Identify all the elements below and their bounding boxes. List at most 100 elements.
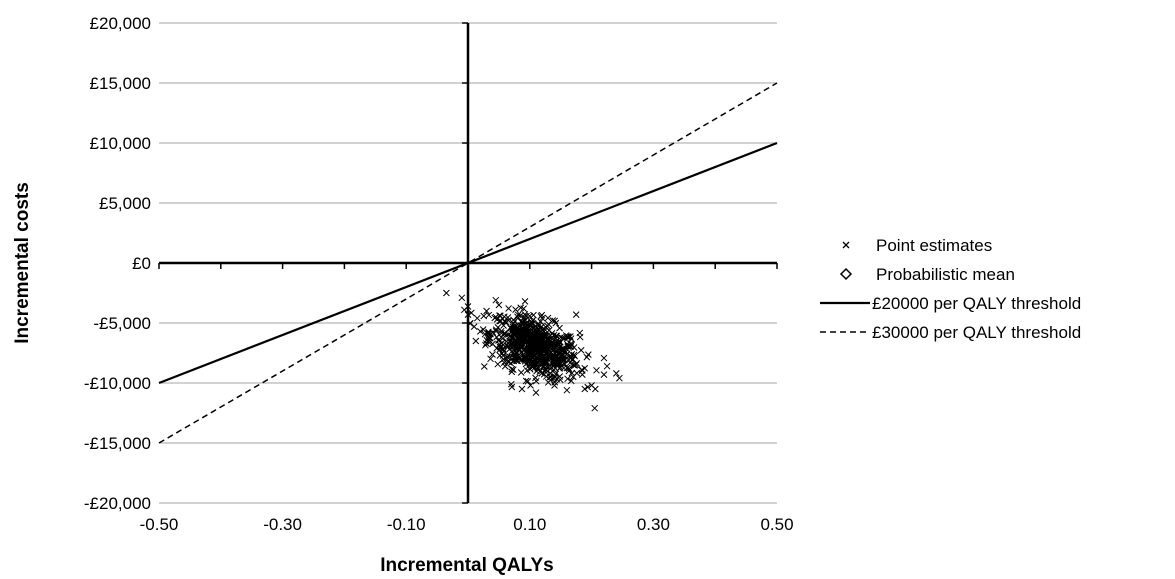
- point-estimate-marker: [566, 359, 574, 367]
- x-tick-label: -0.50: [140, 515, 179, 534]
- point-estimate-marker: [509, 366, 517, 374]
- point-estimate-marker: [576, 329, 584, 337]
- point-estimate-marker: [492, 296, 500, 304]
- point-estimate-marker: [527, 341, 535, 349]
- point-estimate-marker: [551, 382, 558, 389]
- point-estimate-marker: [540, 327, 548, 335]
- point-estimate-marker: [480, 363, 488, 370]
- point-estimate-marker: [512, 306, 519, 313]
- point-estimate-marker: [519, 340, 527, 347]
- legend-diamond-marker: [839, 267, 853, 281]
- point-estimate-marker: [498, 350, 506, 357]
- point-estimate-marker: [549, 356, 557, 364]
- point-estimate-marker: [552, 370, 560, 378]
- point-estimate-marker: [509, 327, 516, 335]
- point-estimate-marker: [483, 307, 490, 315]
- point-estimate-marker: [514, 313, 521, 321]
- x-tick-labels: -0.50 -0.30 -0.10 0.10 0.30 0.50: [140, 515, 794, 534]
- point-estimate-marker: [477, 328, 484, 335]
- point-estimate-marker: [496, 317, 503, 325]
- point-estimate-marker: [581, 385, 589, 393]
- point-estimate-marker: [521, 298, 529, 305]
- point-estimate-marker: [499, 335, 507, 342]
- point-estimate-marker: [600, 354, 608, 362]
- point-estimate-marker: [547, 373, 554, 381]
- point-estimate-marker: [556, 373, 564, 380]
- point-estimate-marker: [518, 385, 526, 393]
- point-estimate-marker: [591, 404, 599, 412]
- point-estimate-marker: [493, 344, 501, 352]
- point-estimate-marker: [501, 330, 509, 337]
- point-estimate-marker: [507, 380, 515, 388]
- point-estimate-marker: [520, 305, 527, 312]
- point-estimate-marker: [508, 365, 516, 373]
- point-estimate-marker: [489, 351, 496, 358]
- point-estimate-marker: [571, 352, 579, 360]
- point-estimate-marker: [568, 369, 576, 377]
- point-estimate-marker: [558, 334, 566, 342]
- point-estimate-marker: [565, 367, 573, 375]
- point-estimate-marker: [593, 366, 600, 374]
- point-estimate-marker: [525, 340, 533, 348]
- point-estimate-marker: [572, 311, 580, 318]
- point-estimate-marker: [527, 360, 535, 368]
- point-estimate-marker: [567, 343, 575, 350]
- point-estimate-marker: [577, 346, 585, 354]
- point-estimate-marker: [572, 361, 580, 368]
- x-tick-label: 0.50: [760, 515, 793, 534]
- point-estimate-marker: [513, 348, 520, 356]
- point-estimate-marker: [531, 355, 539, 363]
- point-estimate-marker: [517, 369, 525, 376]
- point-estimate-marker: [583, 353, 591, 361]
- point-estimate-marker: [552, 332, 560, 340]
- point-estimate-marker: [527, 382, 534, 389]
- point-estimate-marker: [458, 294, 466, 302]
- legend-item: £30000 per QALY threshold: [820, 323, 1081, 342]
- point-estimate-marker: [487, 355, 494, 363]
- point-estimate-marker: [578, 371, 586, 378]
- point-estimate-marker: [537, 353, 545, 361]
- legend-label: £30000 per QALY threshold: [872, 323, 1081, 342]
- point-estimate-marker: [588, 382, 595, 389]
- point-estimate-marker: [460, 306, 468, 314]
- point-estimate-marker: [530, 324, 538, 332]
- point-estimate-marker: [443, 289, 450, 297]
- point-estimate-marker: [523, 350, 530, 357]
- legend: Point estimates Probabilistic mean £20000 …: [820, 236, 1081, 342]
- point-estimate-marker: [573, 369, 581, 377]
- y-tick-label: £15,000: [90, 74, 151, 93]
- point-estimate-marker: [473, 314, 481, 322]
- y-tick-label: £20,000: [90, 14, 151, 33]
- point-estimate-marker: [561, 360, 569, 368]
- point-estimate-marker: [553, 348, 561, 355]
- point-estimates: [443, 289, 623, 412]
- axes: [158, 22, 778, 504]
- point-estimate-marker: [603, 362, 611, 370]
- point-estimate-marker: [496, 340, 503, 348]
- point-estimate-marker: [547, 365, 554, 373]
- y-tick-label: £0: [132, 254, 151, 273]
- point-estimate-marker: [563, 386, 571, 394]
- legend-label: Point estimates: [876, 236, 992, 255]
- point-estimate-marker: [540, 343, 548, 351]
- y-tick-label: -£20,000: [84, 494, 151, 513]
- legend-item: Point estimates: [842, 236, 992, 255]
- x-tick-label: 0.30: [637, 515, 670, 534]
- point-estimate-marker: [508, 341, 516, 349]
- point-estimate-marker: [482, 341, 489, 349]
- point-estimate-marker: [535, 322, 543, 330]
- point-estimate-marker: [510, 327, 518, 334]
- point-estimate-marker: [544, 379, 552, 386]
- legend-item: £20000 per QALY threshold: [820, 294, 1081, 313]
- point-estimate-marker: [567, 340, 574, 348]
- point-estimate-marker: [505, 305, 512, 312]
- point-estimate-marker: [496, 312, 503, 319]
- point-estimate-marker: [524, 355, 532, 362]
- point-estimate-marker: [504, 357, 512, 365]
- point-estimate-marker: [518, 342, 526, 350]
- y-axis-title: Incremental costs: [12, 182, 33, 344]
- point-estimate-marker: [497, 327, 505, 335]
- y-tick-labels: £20,000 £15,000 £10,000 £5,000 £0 -£5,000 -£10…: [84, 14, 151, 513]
- point-estimate-marker: [494, 360, 502, 368]
